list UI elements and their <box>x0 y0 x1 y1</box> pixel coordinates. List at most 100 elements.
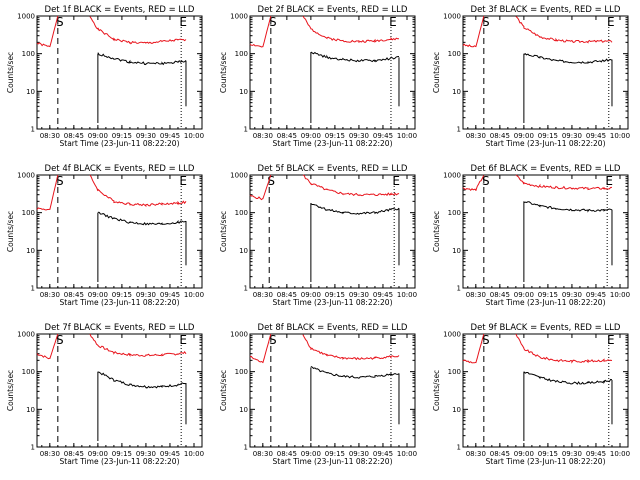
panel-det-5: Det 5f BLACK = Events, RED = LLD 1 10 100 10… <box>219 164 417 307</box>
y-tick-label: 100 <box>235 50 248 58</box>
x-tick-label: 08:30 <box>253 291 273 299</box>
x-tick-label: 09:45 <box>373 291 393 299</box>
y-tick-label: 10 <box>239 88 248 96</box>
x-tick-label: 09:15 <box>112 291 132 299</box>
x-axis-label: Start Time (23-Jun-11 08:22:20) <box>60 298 180 307</box>
start-marker-label: S <box>482 333 490 347</box>
panel-title: Det 9f BLACK = Events, RED = LLD <box>471 323 621 333</box>
y-axis-label: Counts/sec <box>432 211 441 252</box>
y-tick-label: 1000 <box>443 172 461 180</box>
start-marker-label: S <box>482 15 490 29</box>
x-tick-label: 08:30 <box>40 450 60 458</box>
series-line-events <box>523 53 613 64</box>
y-tick-label: 10 <box>452 88 461 96</box>
y-tick-label: 1000 <box>230 172 248 180</box>
start-marker-label: S <box>269 15 277 29</box>
x-tick-label: 09:00 <box>301 291 321 299</box>
x-tick-label: 09:30 <box>349 450 369 458</box>
y-axis-label: Counts/sec <box>219 370 228 411</box>
series-line-lld <box>462 174 613 192</box>
x-tick-label: 08:30 <box>253 450 273 458</box>
panel-det-1: Det 1f BLACK = Events, RED = LLD 1 10 100 10… <box>6 5 204 148</box>
x-tick-label: 09:45 <box>586 291 606 299</box>
plot-frame <box>36 333 203 448</box>
y-tick-label: 1000 <box>17 13 35 21</box>
x-axis-label: Start Time (23-Jun-11 08:22:20) <box>273 457 393 466</box>
y-tick-label: 10 <box>26 406 35 414</box>
series-line-events <box>310 51 400 63</box>
panel-title: Det 7f BLACK = Events, RED = LLD <box>45 323 195 333</box>
end-marker-label: E <box>392 174 400 188</box>
x-tick-label: 09:45 <box>160 450 180 458</box>
end-marker-label: E <box>607 15 615 29</box>
y-tick-label: 1 <box>31 285 35 293</box>
x-tick-label: 08:45 <box>277 450 297 458</box>
series-line-lld <box>462 333 613 364</box>
y-tick-label: 10 <box>452 247 461 255</box>
x-tick-label: 09:45 <box>160 132 180 140</box>
panel-det-4: Det 4f BLACK = Events, RED = LLD 1 10 100 10… <box>6 164 204 307</box>
end-marker-label: E <box>607 333 615 347</box>
x-tick-label: 09:15 <box>538 132 558 140</box>
x-tick-label: 08:30 <box>40 291 60 299</box>
panel-title: Det 5f BLACK = Events, RED = LLD <box>258 164 408 174</box>
end-marker-label: E <box>389 15 397 29</box>
x-tick-label: 09:45 <box>586 132 606 140</box>
x-tick-label: 08:45 <box>490 132 510 140</box>
x-axis-label: Start Time (23-Jun-11 08:22:20) <box>273 139 393 148</box>
x-tick-label: 08:45 <box>277 132 297 140</box>
x-tick-label: 09:15 <box>325 450 345 458</box>
x-tick-label: 10:00 <box>184 291 204 299</box>
x-tick-label: 09:15 <box>538 291 558 299</box>
x-tick-label: 09:00 <box>301 132 321 140</box>
x-tick-label: 10:00 <box>397 450 417 458</box>
series-line-lld <box>36 174 187 211</box>
y-tick-label: 1 <box>244 444 248 452</box>
start-marker-label: S <box>482 174 490 188</box>
y-tick-label: 100 <box>448 209 461 217</box>
x-tick-label: 10:00 <box>397 291 417 299</box>
y-axis-label: Counts/sec <box>432 52 441 93</box>
series-line-events <box>523 201 613 213</box>
x-axis-label: Start Time (23-Jun-11 08:22:20) <box>60 457 180 466</box>
plot-frame <box>462 15 629 130</box>
series-line-lld <box>249 333 400 364</box>
y-tick-label: 1 <box>244 285 248 293</box>
x-axis-label: Start Time (23-Jun-11 08:22:20) <box>486 139 606 148</box>
y-tick-label: 10 <box>239 247 248 255</box>
panel-title: Det 3f BLACK = Events, RED = LLD <box>471 5 621 15</box>
y-tick-label: 100 <box>22 368 35 376</box>
y-tick-label: 1 <box>457 285 461 293</box>
x-tick-label: 09:00 <box>514 291 534 299</box>
x-tick-label: 09:00 <box>514 132 534 140</box>
y-axis-label: Counts/sec <box>219 211 228 252</box>
y-axis-label: Counts/sec <box>219 52 228 93</box>
end-marker-label: E <box>179 174 187 188</box>
y-tick-label: 1000 <box>230 13 248 21</box>
plot-frame <box>36 174 203 289</box>
panel-title: Det 2f BLACK = Events, RED = LLD <box>258 5 408 15</box>
start-marker-label: S <box>56 174 64 188</box>
start-marker-label: S <box>56 15 64 29</box>
y-tick-label: 10 <box>26 88 35 96</box>
x-tick-label: 10:00 <box>184 132 204 140</box>
series-line-events <box>310 365 400 379</box>
x-tick-label: 08:30 <box>466 132 486 140</box>
x-tick-label: 08:30 <box>40 132 60 140</box>
y-tick-label: 1000 <box>230 331 248 339</box>
x-axis-label: Start Time (23-Jun-11 08:22:20) <box>60 139 180 148</box>
start-marker-label: S <box>267 174 275 188</box>
panel-title: Det 8f BLACK = Events, RED = LLD <box>258 323 408 333</box>
y-tick-label: 10 <box>26 247 35 255</box>
series-line-events <box>97 211 187 226</box>
panel-det-8: Det 8f BLACK = Events, RED = LLD 1 10 100 10… <box>219 323 417 466</box>
y-tick-label: 1 <box>457 444 461 452</box>
series-line-events <box>97 52 187 66</box>
y-tick-label: 1 <box>31 126 35 134</box>
x-tick-label: 09:15 <box>112 132 132 140</box>
x-tick-label: 09:45 <box>160 291 180 299</box>
series-line-lld <box>462 15 613 48</box>
x-tick-label: 09:30 <box>562 291 582 299</box>
y-tick-label: 100 <box>448 368 461 376</box>
x-tick-label: 09:15 <box>112 450 132 458</box>
